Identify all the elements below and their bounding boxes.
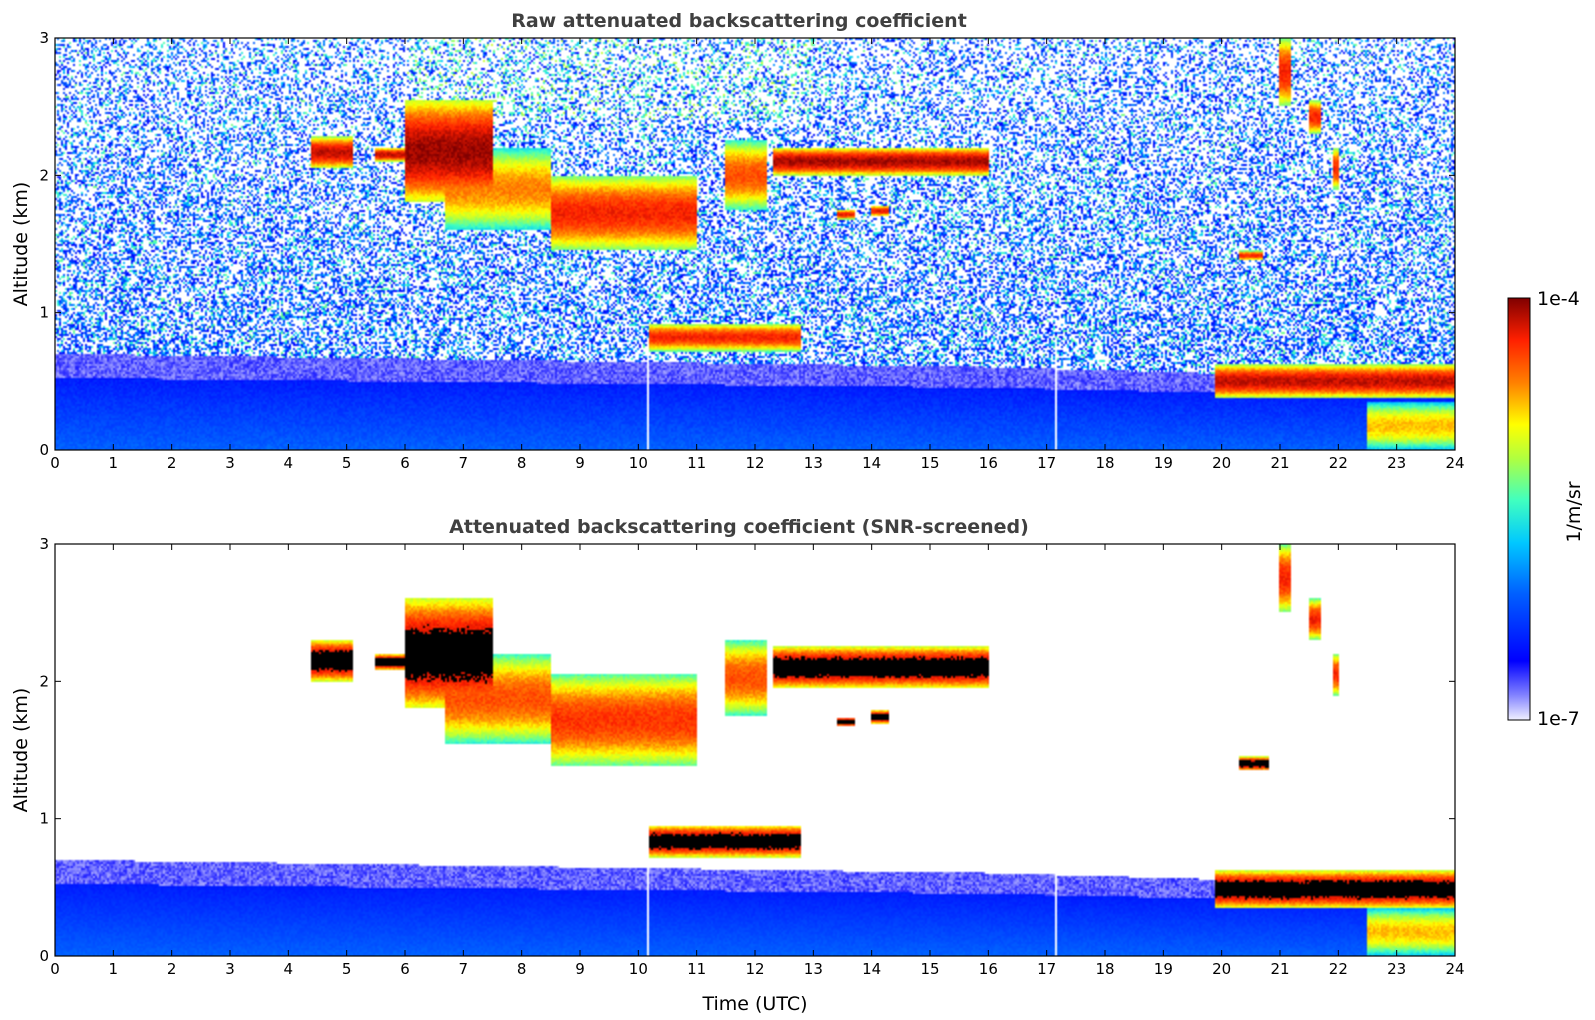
x-tick-label: 8	[517, 454, 527, 472]
x-tick-label: 14	[862, 454, 881, 472]
y-tick-label: 2	[39, 166, 49, 184]
x-axis: 0 1 2 3 4 5 6 7 8 9 10 11 12 13 14 15 16 17 18 19 20 21 22 23 24	[50, 38, 1465, 472]
x-tick-label: 24	[1445, 454, 1464, 472]
x-tick-label: 18	[1095, 960, 1114, 978]
x-tick-label: 13	[804, 454, 823, 472]
x-tick-label: 24	[1445, 960, 1464, 978]
x-tick-label: 0	[50, 960, 60, 978]
x-tick-label: 19	[1154, 454, 1173, 472]
x-tick-label: 10	[629, 960, 648, 978]
y-tick-label: 3	[39, 29, 49, 47]
y-tick-label: 0	[39, 441, 49, 459]
x-tick-label: 6	[400, 960, 410, 978]
x-tick-label: 3	[225, 960, 235, 978]
colorbar-min-label: 1e-7	[1537, 708, 1580, 730]
heatmap-image	[55, 38, 1455, 450]
x-tick-label: 16	[979, 454, 998, 472]
chart-title: Attenuated backscattering coefficient (S…	[449, 516, 1029, 538]
x-tick-label: 12	[745, 454, 764, 472]
y-tick-label: 0	[39, 947, 49, 965]
x-tick-label: 17	[1037, 454, 1056, 472]
x-tick-label: 11	[687, 960, 706, 978]
x-tick-label: 17	[1037, 960, 1056, 978]
x-tick-label: 22	[1329, 454, 1348, 472]
y-tick-label: 1	[39, 304, 49, 322]
x-tick-label: 9	[575, 960, 585, 978]
y-tick-label: 2	[39, 672, 49, 690]
x-tick-label: 2	[167, 960, 177, 978]
x-tick-label: 12	[745, 960, 764, 978]
x-tick-label: 7	[459, 960, 469, 978]
colorbar-gradient	[1507, 297, 1531, 721]
x-axis-label: Time (UTC)	[701, 993, 807, 1015]
x-tick-label: 2	[167, 454, 177, 472]
x-tick-label: 20	[1212, 960, 1231, 978]
x-tick-label: 21	[1270, 454, 1289, 472]
x-tick-label: 4	[284, 454, 294, 472]
x-tick-label: 19	[1154, 960, 1173, 978]
x-tick-label: 1	[109, 454, 119, 472]
y-axis-label: Altitude (km)	[10, 182, 32, 307]
x-tick-label: 15	[920, 454, 939, 472]
x-tick-label: 6	[400, 454, 410, 472]
y-tick-label: 3	[39, 535, 49, 553]
x-tick-label: 1	[109, 960, 119, 978]
x-tick-label: 4	[284, 960, 294, 978]
x-tick-label: 22	[1329, 960, 1348, 978]
x-tick-label: 5	[342, 454, 352, 472]
x-tick-label: 0	[50, 454, 60, 472]
colorbar-unit-label: 1/m/sr	[1563, 481, 1585, 542]
x-tick-label: 16	[979, 960, 998, 978]
x-tick-label: 13	[804, 960, 823, 978]
x-tick-label: 18	[1095, 454, 1114, 472]
panel-raw: Raw attenuated backscattering coefficien…	[10, 10, 1465, 472]
y-axis: 0 1 2 3	[39, 535, 1455, 965]
x-tick-label: 8	[517, 960, 527, 978]
x-axis: 0 1 2 3 4 5 6 7 8 9 10 11 12 13 14 15 16 17 18 19 20 21 22 23 24	[50, 544, 1465, 978]
x-tick-label: 9	[575, 454, 585, 472]
panel-screened: Attenuated backscattering coefficient (S…	[10, 516, 1465, 1015]
x-tick-label: 20	[1212, 454, 1231, 472]
x-tick-label: 14	[862, 960, 881, 978]
colorbar-max-label: 1e-4	[1537, 288, 1580, 310]
y-axis-label: Altitude (km)	[10, 688, 32, 813]
x-tick-label: 15	[920, 960, 939, 978]
chart-title: Raw attenuated backscattering coefficien…	[511, 10, 967, 32]
x-tick-label: 21	[1270, 960, 1289, 978]
x-tick-label: 11	[687, 454, 706, 472]
x-tick-label: 3	[225, 454, 235, 472]
x-tick-label: 23	[1387, 454, 1406, 472]
y-axis: 0 1 2 3	[39, 29, 1455, 459]
x-tick-label: 23	[1387, 960, 1406, 978]
x-tick-label: 7	[459, 454, 469, 472]
colorbar: 1e-4 1e-7 1/m/sr	[1507, 288, 1585, 730]
heatmap-image	[55, 544, 1455, 956]
x-tick-label: 5	[342, 960, 352, 978]
x-tick-label: 10	[629, 454, 648, 472]
y-tick-label: 1	[39, 810, 49, 828]
